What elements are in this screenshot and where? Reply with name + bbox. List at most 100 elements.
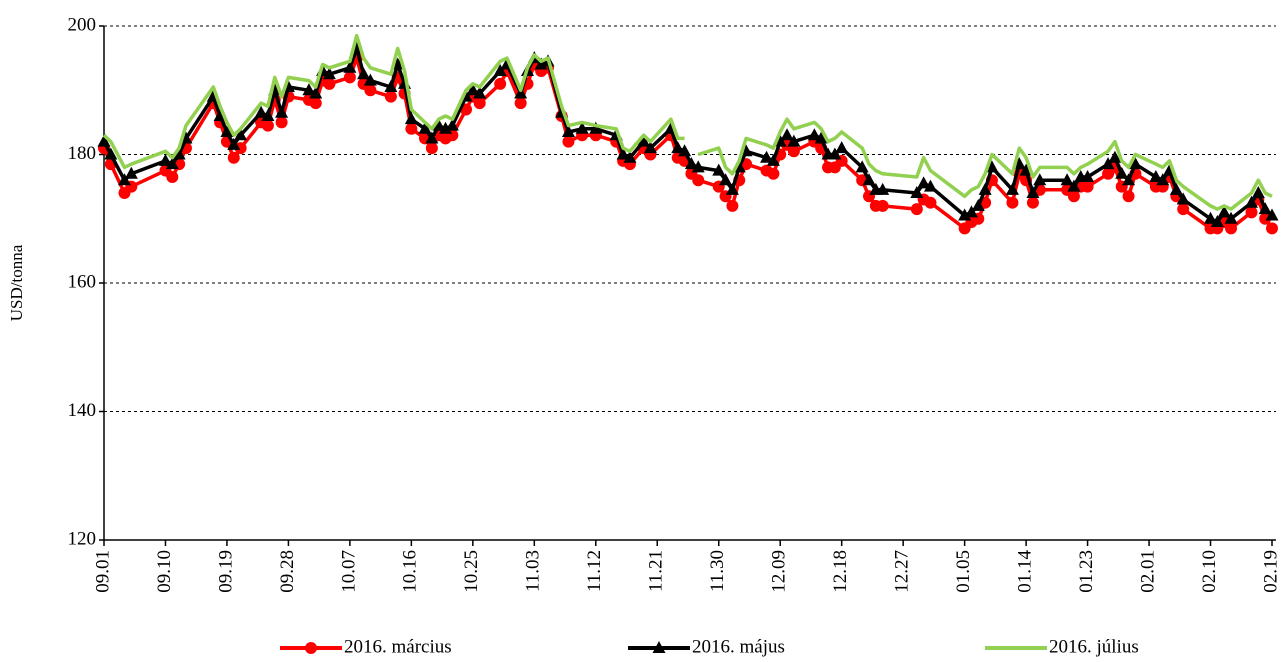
marker [425, 131, 439, 144]
x-tick-label: 09.10 [154, 550, 175, 593]
marker [1081, 169, 1095, 182]
marker [1122, 173, 1136, 186]
marker [971, 198, 985, 211]
x-tick-label: 11.30 [707, 550, 728, 592]
marker [117, 173, 131, 186]
marker [978, 182, 992, 195]
marker [1115, 166, 1129, 179]
marker [1101, 157, 1115, 170]
marker [855, 160, 869, 173]
x-tick-label: 09.28 [277, 550, 298, 593]
marker [1258, 202, 1272, 215]
x-tick-label: 10.25 [461, 550, 482, 593]
marker [172, 147, 186, 160]
x-tick-label: 01.23 [1076, 550, 1097, 593]
marker [652, 641, 666, 653]
marker [418, 121, 432, 134]
y-axis-label: USD/tonna [7, 244, 26, 321]
marker [767, 167, 780, 180]
x-tick-label: 01.14 [1014, 550, 1035, 593]
marker [404, 112, 418, 125]
marker [1108, 150, 1122, 163]
marker [766, 153, 780, 166]
y-tick-label: 200 [68, 14, 97, 35]
legend-label: 2016. július [1049, 636, 1139, 657]
marker [357, 67, 371, 80]
marker [1081, 180, 1094, 193]
marker [876, 182, 890, 195]
marker [384, 80, 398, 93]
marker [678, 144, 692, 157]
marker [637, 134, 651, 147]
marker [514, 86, 528, 99]
y-tick-label: 140 [68, 400, 97, 421]
marker [166, 170, 179, 183]
marker [466, 83, 480, 96]
marker [964, 205, 978, 218]
marker [1266, 222, 1278, 235]
marker [227, 137, 241, 150]
marker [1225, 222, 1238, 235]
marker [1026, 186, 1040, 199]
marker [309, 86, 323, 99]
marker [1060, 173, 1074, 186]
marker [910, 203, 923, 216]
marker [343, 60, 357, 73]
marker [760, 150, 774, 163]
marker [305, 642, 317, 654]
series-line [102, 46, 1274, 224]
marker [575, 121, 589, 134]
marker [562, 135, 575, 148]
y-tick-label: 120 [68, 528, 97, 549]
x-tick-label: 11.21 [646, 550, 667, 592]
marker [234, 128, 248, 141]
x-tick-label: 10.07 [338, 550, 359, 593]
marker [725, 182, 739, 195]
marker [828, 147, 842, 160]
marker [322, 67, 336, 80]
x-tick-label: 11.03 [523, 550, 544, 592]
marker [917, 176, 931, 189]
marker [814, 131, 828, 144]
x-tick-label: 12.09 [769, 550, 790, 593]
marker [158, 153, 172, 166]
marker [623, 150, 637, 163]
x-tick-label: 02.19 [1260, 550, 1281, 593]
marker [910, 186, 924, 199]
marker [473, 86, 487, 99]
marker [780, 128, 794, 141]
marker [924, 196, 937, 209]
marker [862, 173, 876, 186]
marker [261, 119, 274, 132]
marker [384, 90, 397, 103]
legend-label: 2016. május [692, 636, 785, 657]
marker [1033, 173, 1047, 186]
x-tick-label: 09.01 [92, 550, 113, 593]
marker [787, 145, 800, 158]
marker [364, 84, 377, 97]
marker [692, 174, 705, 187]
marker [405, 122, 418, 135]
x-tick-label: 01.05 [953, 550, 974, 593]
marker [261, 108, 275, 121]
marker [1265, 208, 1279, 221]
x-tick-label: 10.16 [400, 550, 421, 593]
marker [985, 160, 999, 173]
marker [1026, 196, 1039, 209]
marker [343, 71, 356, 84]
marker [363, 73, 377, 86]
marker [275, 105, 289, 118]
x-tick-label: 12.27 [892, 550, 913, 593]
marker [684, 157, 698, 170]
marker [425, 142, 438, 155]
legend-label: 2016. március [344, 636, 452, 657]
marker [958, 208, 972, 221]
marker [1224, 211, 1238, 224]
x-tick-label: 02.01 [1137, 550, 1158, 593]
marker [561, 125, 575, 138]
marker [473, 97, 486, 110]
marker [445, 118, 459, 131]
marker [275, 116, 288, 129]
series-line [102, 33, 1273, 211]
